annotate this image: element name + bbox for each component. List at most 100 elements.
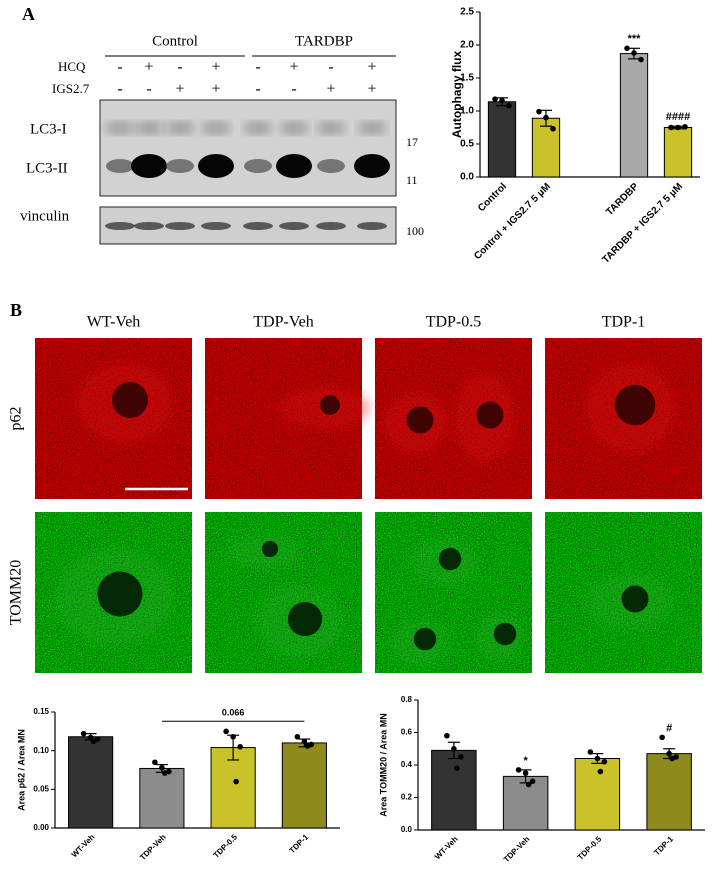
data-point (529, 778, 536, 785)
data-point (631, 50, 637, 56)
data-point (638, 56, 644, 63)
x-tick-label: TDP-Veh (502, 834, 532, 864)
treatment-sign: - (291, 81, 296, 98)
data-point (536, 108, 542, 115)
band (357, 222, 387, 230)
x-tick-label: TDP-0.5 (212, 832, 240, 860)
data-point (666, 750, 672, 757)
significance: #### (666, 111, 690, 123)
band (106, 159, 134, 173)
nucleus (320, 395, 340, 415)
data-point (594, 755, 601, 762)
band (354, 154, 390, 178)
treatment-sign: + (326, 81, 335, 98)
panel-label: A (22, 4, 35, 24)
band (243, 222, 273, 230)
treatment-sign: - (117, 81, 122, 98)
y-tick-label: 0.8 (401, 695, 413, 704)
x-tick-label: TDP-0.5 (576, 834, 604, 862)
y-axis-label: Autophagy flux (450, 51, 464, 139)
data-point (659, 734, 665, 741)
bar (531, 117, 561, 178)
band (198, 154, 234, 178)
blot-lc3 (99, 99, 397, 197)
data-point (525, 781, 532, 788)
data-point (233, 778, 239, 785)
data-point (444, 732, 450, 739)
panel-label: B (10, 300, 22, 320)
data-point (159, 764, 165, 771)
data-point (515, 767, 522, 773)
band (276, 154, 312, 178)
data-point (587, 749, 594, 755)
treatment-sign: - (255, 81, 260, 98)
y-axis-label: Area TOMM20 / Area MN (378, 713, 388, 817)
row-label: HCQ (58, 59, 86, 74)
band (244, 159, 272, 173)
mw-marker: 11 (406, 173, 418, 187)
data-point (304, 743, 311, 749)
data-point (492, 96, 498, 102)
column-label: WT-Veh (87, 314, 141, 331)
data-point (223, 728, 229, 735)
bar (68, 736, 114, 829)
band (134, 222, 164, 230)
column-label: TDP-0.5 (426, 314, 482, 331)
y-tick-label: 0.0 (401, 825, 413, 834)
nucleus (413, 627, 437, 651)
bar (210, 747, 256, 829)
significance: *** (628, 33, 642, 45)
y-tick-label: 1.0 (460, 106, 474, 117)
nucleus (621, 585, 649, 613)
treatment-sign: + (211, 81, 220, 98)
treatment-sign: - (328, 59, 333, 76)
data-point (624, 45, 630, 52)
band (105, 121, 135, 135)
nucleus (614, 384, 656, 426)
data-point (506, 102, 512, 109)
row-label: p62 (8, 407, 25, 431)
significance: * (523, 755, 528, 767)
y-tick-label: 0.00 (33, 823, 49, 832)
treatment-sign: + (211, 59, 220, 76)
band-label: LC3-II (26, 160, 68, 176)
band (279, 121, 309, 135)
data-point (682, 124, 688, 130)
data-point (675, 124, 681, 131)
data-point (597, 768, 604, 775)
nucleus (112, 382, 148, 418)
y-tick-label: 0.10 (33, 746, 49, 755)
data-point (669, 755, 675, 762)
data-point (543, 114, 549, 121)
band-label: LC3-I (30, 121, 67, 137)
band (105, 222, 135, 230)
bar (646, 753, 692, 831)
data-point (152, 759, 158, 766)
group-label: Control (152, 33, 198, 49)
bar (502, 775, 549, 831)
bar (663, 127, 693, 178)
nucleus (476, 401, 504, 429)
treatment-sign: + (367, 81, 376, 98)
nucleus (287, 601, 323, 637)
band (243, 121, 273, 135)
band (317, 159, 345, 173)
x-tick-label: WT-Veh (70, 832, 97, 859)
band (201, 121, 231, 135)
y-tick-label: 0.4 (401, 760, 413, 769)
y-tick-label: 0.05 (33, 784, 49, 793)
band (165, 222, 195, 230)
y-tick-label: 0.0 (460, 172, 474, 183)
x-tick-label: WT-Veh (433, 834, 460, 861)
x-tick-label: TDP-1 (652, 834, 675, 857)
nucleus (406, 406, 434, 434)
y-tick-label: 2.5 (460, 7, 474, 18)
data-point (550, 126, 556, 132)
column-label: TDP-Veh (253, 314, 313, 331)
data-point (294, 733, 301, 740)
nucleus (493, 622, 517, 646)
band (131, 154, 167, 178)
significance: # (666, 722, 672, 734)
bracket-label: 0.066 (222, 708, 245, 718)
bar (139, 767, 185, 829)
